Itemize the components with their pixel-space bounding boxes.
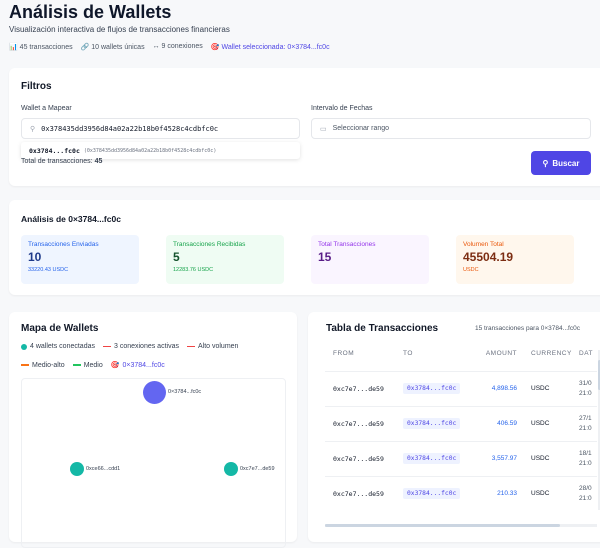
link-icon: 🔗 [80, 44, 90, 51]
stat-total: Total Transacciones 15 [311, 235, 429, 284]
col-from[interactable]: FROM [333, 349, 355, 357]
wallet-suggestion[interactable]: 0x3784...fc0c (0x378435dd3956d84a02a22b1… [21, 142, 300, 159]
map-canvas[interactable]: 0×3784...fc0c 0xce66...cdd1 0xc7e7...de5… [21, 378, 286, 548]
stat-received: Transacciones Recibidas 5 12283.76 USDC [166, 235, 284, 284]
table-row[interactable]: 0xc7e7...de59 0x3784...fc0c 4,898.56 USD… [325, 370, 597, 406]
table-row[interactable]: 0xc7e7...de59 0x3784...fc0c 406.59 USDC … [325, 405, 597, 441]
cell-date: 31/0 21:0 [579, 370, 597, 406]
analysis-title: Análisis de 0×3784...fc0c [21, 214, 121, 224]
stat-transactions: 📊 45 transacciones [9, 44, 73, 51]
col-to[interactable]: TO [403, 349, 413, 357]
cell-from: 0xc7e7...de59 [325, 475, 403, 511]
cell-currency: USDC [531, 405, 579, 441]
legend-selected: 🎯 0×3784...fc0c [110, 361, 165, 370]
cell-from: 0xc7e7...de59 [325, 405, 403, 441]
cell-amount: 3,557.97 [471, 440, 531, 476]
cell-currency: USDC [531, 440, 579, 476]
node-selected[interactable] [143, 381, 166, 404]
cell-currency: USDC [531, 475, 579, 511]
col-currency[interactable]: CURRENCY [531, 349, 572, 357]
node-wallet[interactable] [224, 462, 238, 476]
map-legend: 4 wallets conectadas 3 conexiones activa… [21, 343, 238, 350]
bar-chart-icon: 📊 [9, 44, 18, 51]
page-title: Análisis de Wallets [9, 2, 172, 22]
cell-to[interactable]: 0x3784...fc0c [403, 440, 471, 476]
col-date[interactable]: DAT [579, 349, 594, 357]
calendar-icon: ▭ [320, 125, 327, 133]
search-icon: ⚲ [30, 125, 36, 133]
wallet-input[interactable]: ⚲ 0x378435dd3956d84a02a22b18b0f4528c4cdb… [21, 118, 300, 139]
transactions-card: Tabla de Transacciones 15 transacciones … [308, 312, 600, 542]
date-range-input[interactable]: ▭ Seleccionar rango [311, 118, 591, 139]
vertical-scrollbar[interactable] [598, 350, 600, 510]
node-label: 0xc7e7...de59 [240, 466, 275, 472]
cell-from: 0xc7e7...de59 [325, 440, 403, 476]
stat-wallets: 🔗 10 wallets únicas [80, 44, 145, 51]
map-title: Mapa de Wallets [21, 323, 99, 334]
stats-bar: 📊 45 transacciones 🔗 10 wallets únicas ↔… [9, 43, 330, 51]
col-amount[interactable]: AMOUNT [485, 349, 517, 357]
analysis-card: Análisis de 0×3784...fc0c Transacciones … [9, 200, 600, 295]
cell-from: 0xc7e7...de59 [325, 370, 403, 406]
cell-currency: USDC [531, 370, 579, 406]
legend-midhigh: Medio-alto [21, 362, 65, 369]
cell-to[interactable]: 0x3784...fc0c [403, 405, 471, 441]
horizontal-scrollbar[interactable] [325, 524, 597, 527]
legend-high: Alto volumen [186, 343, 238, 350]
cell-date: 18/1 21:0 [579, 440, 597, 476]
stat-connections: ↔ 9 conexiones [152, 43, 203, 50]
legend-wallets: 4 wallets conectadas [21, 343, 95, 350]
cell-date: 28/0 21:0 [579, 475, 597, 511]
map-legend-2: Medio-alto Medio 🎯 0×3784...fc0c [21, 361, 165, 369]
total-transactions: Total de transacciones: 45 [21, 158, 103, 165]
cell-to[interactable]: 0x3784...fc0c [403, 370, 471, 406]
search-icon: ⚲ [542, 158, 549, 168]
transactions-table: FROM TO AMOUNT CURRENCY DAT 0xc7e7...de5… [325, 336, 597, 511]
table-row[interactable]: 0xc7e7...de59 0x3784...fc0c 210.33 USDC … [325, 475, 597, 511]
node-label: 0xce66...cdd1 [86, 466, 121, 472]
transactions-table-wrap[interactable]: FROM TO AMOUNT CURRENCY DAT 0xc7e7...de5… [325, 336, 597, 522]
target-icon: 🎯 [110, 362, 120, 369]
date-label: Intervalo de Fechas [311, 105, 373, 112]
cell-amount: 4,898.56 [471, 370, 531, 406]
wallet-label: Wallet a Mapear [21, 105, 72, 112]
cell-amount: 406.59 [471, 405, 531, 441]
wallet-map-card: Mapa de Wallets 4 wallets conectadas 3 c… [9, 312, 297, 548]
search-button[interactable]: ⚲ Buscar [531, 151, 591, 175]
cell-date: 27/1 21:0 [579, 405, 597, 441]
legend-mid: Medio [72, 362, 103, 369]
arrows-icon: ↔ [152, 43, 160, 50]
node-label: 0×3784...fc0c [168, 389, 202, 395]
legend-connections: 3 conexiones activas [102, 343, 179, 350]
table-title: Tabla de Transacciones [326, 323, 439, 334]
table-row[interactable]: 0xc7e7...de59 0x3784...fc0c 3,557.97 USD… [325, 440, 597, 476]
filters-title: Filtros [21, 81, 52, 92]
stat-selected-wallet: 🎯 Wallet seleccionada: 0×3784...fc0c [210, 44, 330, 51]
table-count: 15 transacciones para 0×3784...fc0c [475, 325, 580, 332]
stat-sent: Transacciones Enviadas 10 33220.43 USDC [21, 235, 139, 284]
filters-card: Filtros Wallet a Mapear ⚲ 0x378435dd3956… [9, 68, 600, 186]
stat-volume: Volumen Total 45504.19 USDC [456, 235, 574, 284]
node-wallet[interactable] [70, 462, 84, 476]
page-subtitle: Visualización interactiva de flujos de t… [9, 25, 230, 34]
cell-amount: 210.33 [471, 475, 531, 511]
cell-to[interactable]: 0x3784...fc0c [403, 475, 471, 511]
target-icon: 🎯 [210, 44, 220, 51]
